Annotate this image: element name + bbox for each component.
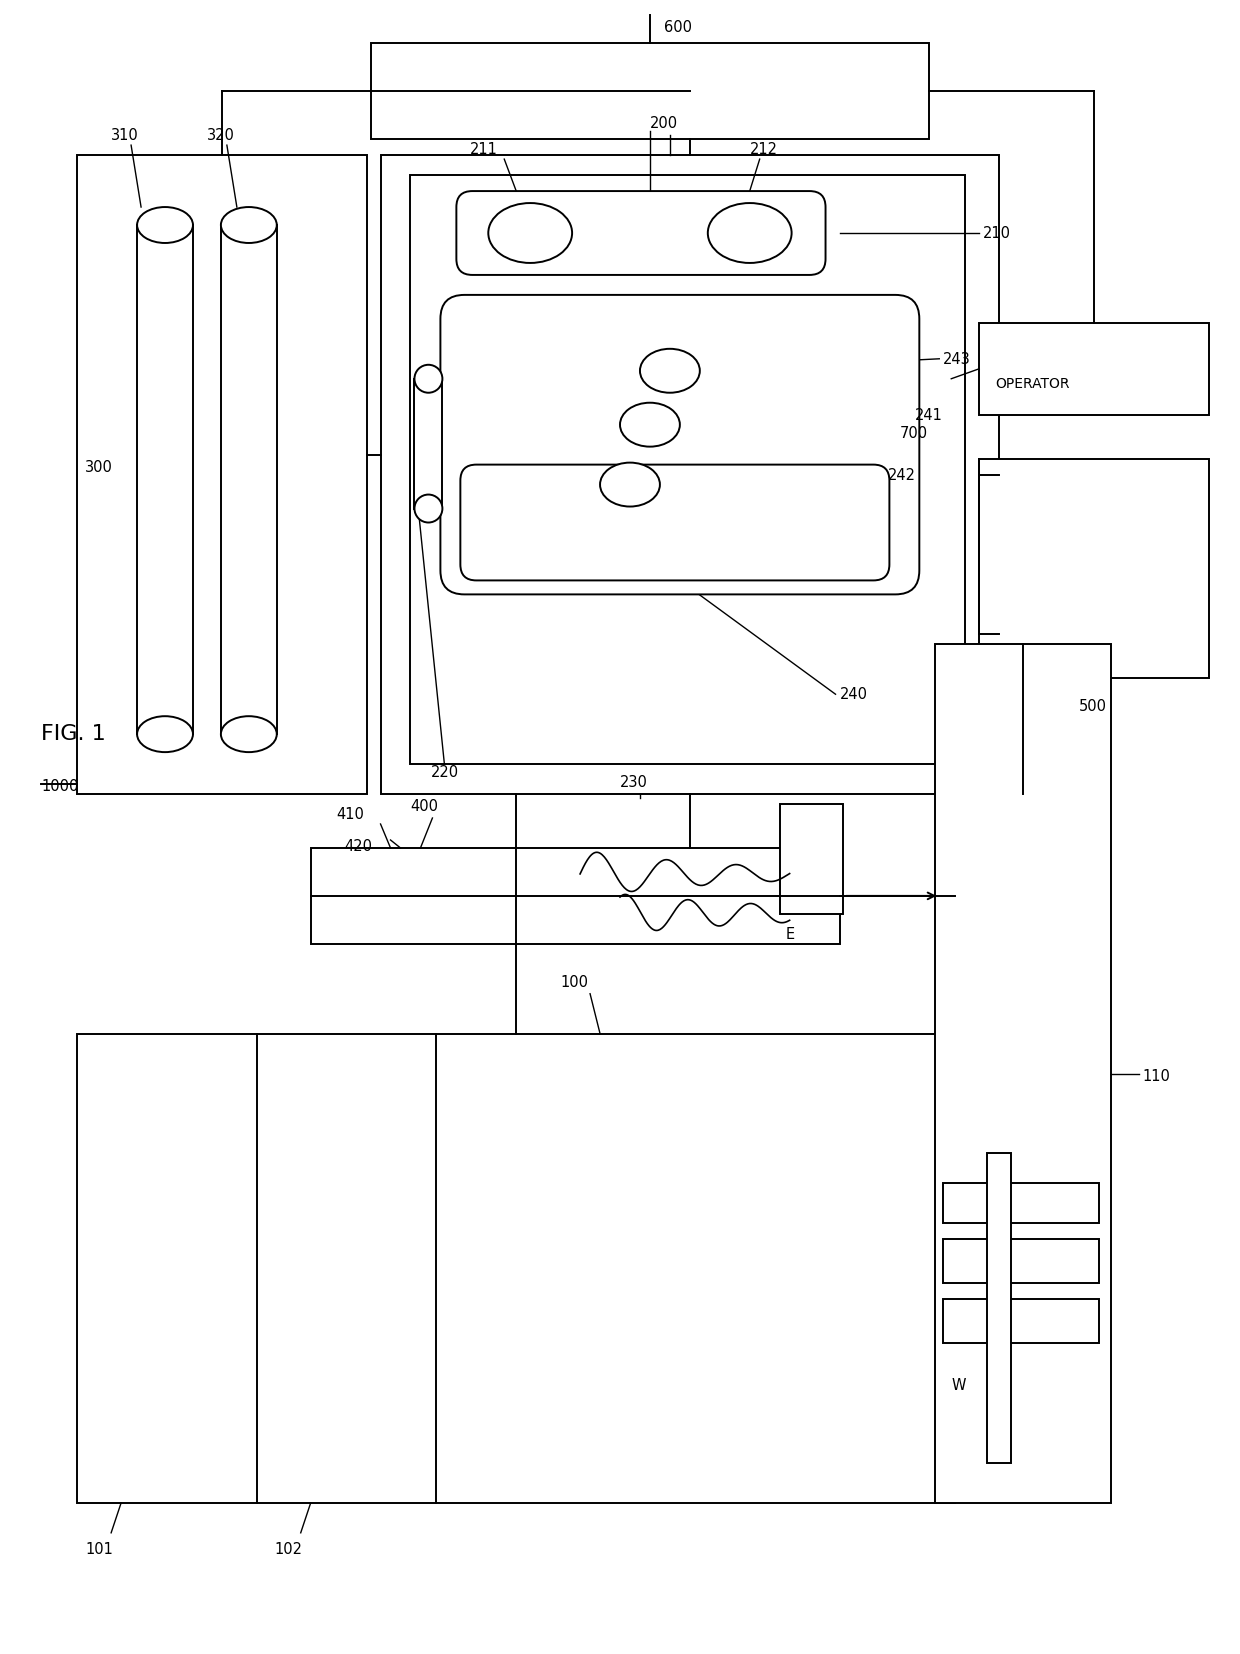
Text: 220: 220 [430, 766, 459, 781]
Ellipse shape [414, 366, 443, 392]
FancyBboxPatch shape [456, 192, 826, 275]
Text: 300: 300 [86, 460, 113, 475]
Text: 210: 210 [983, 227, 1011, 241]
Bar [221, 225, 277, 734]
Bar [987, 1153, 1011, 1462]
Bar [311, 849, 839, 944]
Bar [77, 1034, 955, 1503]
Bar [371, 43, 929, 139]
Ellipse shape [138, 207, 193, 243]
Bar [935, 645, 1111, 1503]
Bar [980, 458, 1209, 678]
Bar [138, 225, 193, 734]
Bar [944, 1239, 1099, 1284]
Text: 102: 102 [275, 1542, 303, 1556]
Ellipse shape [640, 349, 699, 392]
Text: 700: 700 [899, 425, 928, 440]
Text: 241: 241 [915, 407, 944, 423]
Text: 200: 200 [650, 116, 678, 131]
Ellipse shape [489, 203, 572, 263]
Text: 500: 500 [1079, 700, 1107, 715]
Text: 211: 211 [470, 142, 498, 157]
Text: FIG. 1: FIG. 1 [41, 724, 107, 744]
Text: 400: 400 [410, 799, 439, 814]
FancyBboxPatch shape [460, 465, 889, 581]
Bar [980, 323, 1209, 415]
Bar [381, 155, 999, 794]
Text: W: W [951, 1378, 966, 1393]
Text: 310: 310 [112, 127, 139, 144]
Text: 243: 243 [944, 352, 971, 367]
Bar [77, 155, 367, 794]
Text: 420: 420 [345, 839, 372, 853]
Ellipse shape [414, 495, 443, 523]
Text: 230: 230 [620, 776, 647, 791]
Text: 240: 240 [839, 686, 868, 703]
Ellipse shape [708, 203, 791, 263]
Text: 100: 100 [560, 974, 588, 989]
Text: 212: 212 [750, 142, 777, 157]
Text: E: E [786, 926, 795, 941]
Text: 600: 600 [663, 20, 692, 35]
FancyBboxPatch shape [440, 294, 919, 594]
Text: 110: 110 [1143, 1068, 1171, 1083]
Ellipse shape [600, 463, 660, 506]
Text: 320: 320 [207, 127, 234, 144]
Bar [944, 1183, 1099, 1224]
Bar [944, 1298, 1099, 1343]
Bar [780, 804, 843, 915]
Text: 1000: 1000 [41, 779, 78, 794]
Text: OPERATOR: OPERATOR [996, 377, 1070, 390]
Text: 410: 410 [336, 807, 365, 822]
Ellipse shape [620, 402, 680, 447]
Text: 242: 242 [888, 468, 915, 483]
Ellipse shape [221, 716, 277, 753]
Ellipse shape [221, 207, 277, 243]
Ellipse shape [138, 716, 193, 753]
Bar [414, 379, 443, 508]
Bar [410, 175, 965, 764]
Text: 101: 101 [86, 1542, 113, 1556]
